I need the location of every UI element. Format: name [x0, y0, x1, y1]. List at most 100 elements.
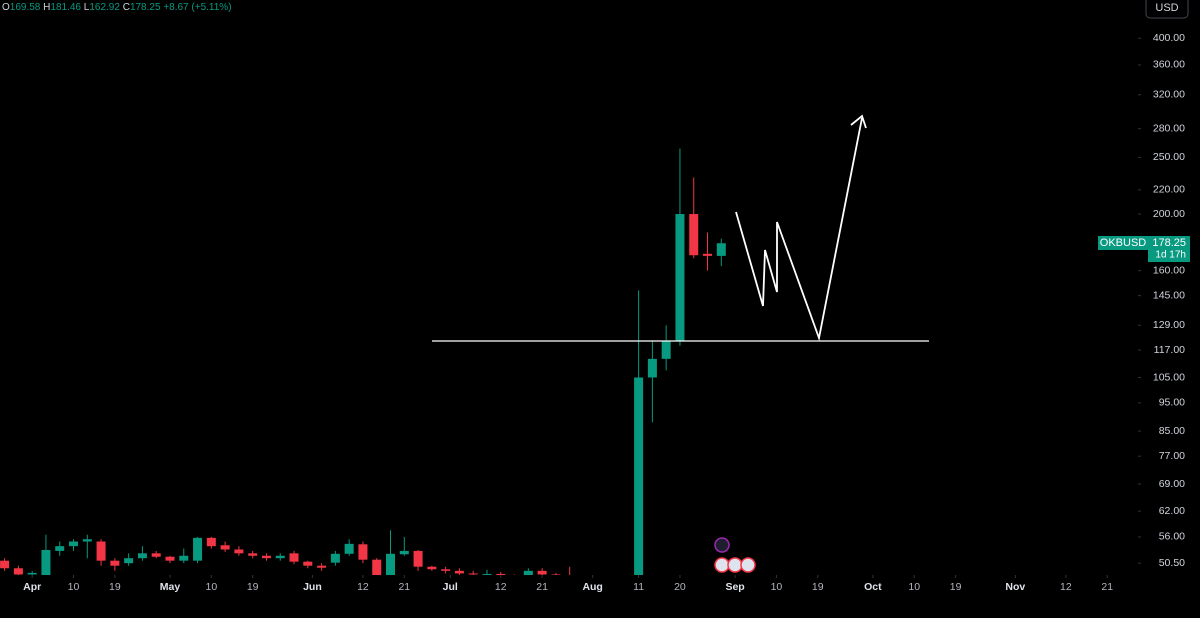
header-value: 178.25 [130, 2, 161, 13]
x-tick-label: 12 [357, 581, 369, 593]
candle-body [96, 541, 106, 561]
candle-body [0, 560, 10, 569]
y-tick-label: 160.00 [1153, 264, 1185, 276]
header-value: 169.58 [10, 2, 41, 13]
price-label: 178.25 [1152, 237, 1186, 249]
candle-body [317, 565, 327, 568]
symbol-tag [1098, 236, 1148, 250]
header-value: 162.92 [89, 2, 120, 13]
candle-body [234, 549, 244, 554]
y-tick-label: 200.00 [1153, 208, 1185, 220]
event-icon[interactable] [727, 557, 743, 573]
candle-body [358, 544, 368, 560]
countdown-label: 1d 17h [1155, 250, 1186, 261]
x-tick-label: 10 [205, 581, 217, 593]
x-tick-label: 21 [398, 581, 410, 593]
candle-body [13, 568, 23, 575]
currency-label: USD [1155, 2, 1178, 14]
candle-body [496, 573, 506, 575]
projection-path [735, 117, 863, 342]
y-tick-label: 145.00 [1153, 289, 1185, 301]
candle-body [675, 214, 685, 342]
candle-body [151, 553, 161, 557]
header-label: H [43, 2, 50, 13]
currency-button[interactable] [1145, 0, 1189, 19]
x-tick-label: Apr [23, 581, 41, 593]
x-tick-label: Aug [582, 581, 602, 593]
header-label: O [2, 2, 10, 13]
y-tick-label: 360.00 [1153, 59, 1185, 71]
candle-body [344, 543, 354, 554]
candle-body [206, 537, 216, 547]
candle-body [647, 358, 657, 378]
y-tick-label: 50.50 [1159, 557, 1185, 569]
candle-body [523, 570, 533, 575]
candle-body [82, 539, 92, 542]
x-tick-label: Jun [303, 581, 322, 593]
candle-body [220, 545, 230, 550]
candle-body [689, 214, 699, 256]
x-tick-label: 19 [812, 581, 824, 593]
x-tick-label: 10 [68, 581, 80, 593]
candle-body [179, 555, 189, 561]
candle-body [275, 555, 285, 559]
candle-body [27, 572, 37, 575]
candle-body [661, 341, 671, 359]
header-change: +8.67 [163, 2, 189, 13]
candle-body [165, 556, 175, 561]
x-tick-label: Oct [864, 581, 882, 593]
candle-body [303, 561, 313, 566]
x-tick-label: 21 [1101, 581, 1113, 593]
candle-body [137, 553, 147, 559]
candle-body [386, 553, 396, 575]
x-tick-label: 19 [950, 581, 962, 593]
y-tick-label: 56.00 [1159, 531, 1185, 543]
candle-body [248, 553, 258, 556]
event-icon[interactable] [740, 557, 756, 573]
x-tick-label: 11 [633, 581, 644, 593]
x-tick-label: 10 [771, 581, 783, 593]
x-tick-label: 20 [674, 581, 686, 593]
y-tick-label: 105.00 [1153, 371, 1185, 383]
x-tick-label: 21 [536, 581, 548, 593]
header-value: 181.46 [50, 2, 81, 13]
price-tag [1148, 236, 1190, 262]
y-tick-label: 400.00 [1153, 32, 1185, 44]
y-tick-label: 95.00 [1159, 397, 1185, 409]
y-tick-label: 77.00 [1159, 450, 1185, 462]
candle-body [330, 553, 340, 563]
candle-body [454, 570, 464, 574]
x-tick-label: Jul [443, 581, 458, 593]
candle-body [124, 558, 134, 564]
x-tick-label: 12 [1060, 581, 1072, 593]
y-tick-label: 220.00 [1153, 184, 1185, 196]
x-tick-label: 19 [247, 581, 259, 593]
candle-body [468, 573, 478, 575]
ohlc-header: O169.58 H181.46 L162.92 C178.25 +8.67 (+… [2, 2, 232, 13]
candle-body [55, 546, 65, 551]
event-icon[interactable] [714, 557, 730, 573]
event-icon[interactable] [714, 537, 730, 553]
y-tick-label: 250.00 [1153, 151, 1185, 163]
candle-body [441, 569, 451, 571]
y-tick-label: 117.00 [1154, 344, 1185, 356]
candle-body [372, 559, 382, 575]
symbol-label: OKBUSD [1100, 237, 1147, 249]
y-tick-label: 69.00 [1159, 478, 1185, 490]
candle-body [261, 555, 271, 559]
x-tick-label: May [160, 581, 181, 593]
x-tick-label: Sep [725, 581, 744, 593]
candle-body [716, 243, 726, 256]
y-tick-label: 62.00 [1159, 505, 1185, 517]
candle-body [110, 560, 120, 566]
arrow-head [850, 114, 867, 129]
candle-body [703, 253, 713, 256]
candle-body [413, 550, 423, 567]
candle-body [551, 574, 561, 575]
candle-body [634, 377, 644, 575]
candle-body [399, 550, 409, 555]
x-tick-label: 12 [495, 581, 507, 593]
